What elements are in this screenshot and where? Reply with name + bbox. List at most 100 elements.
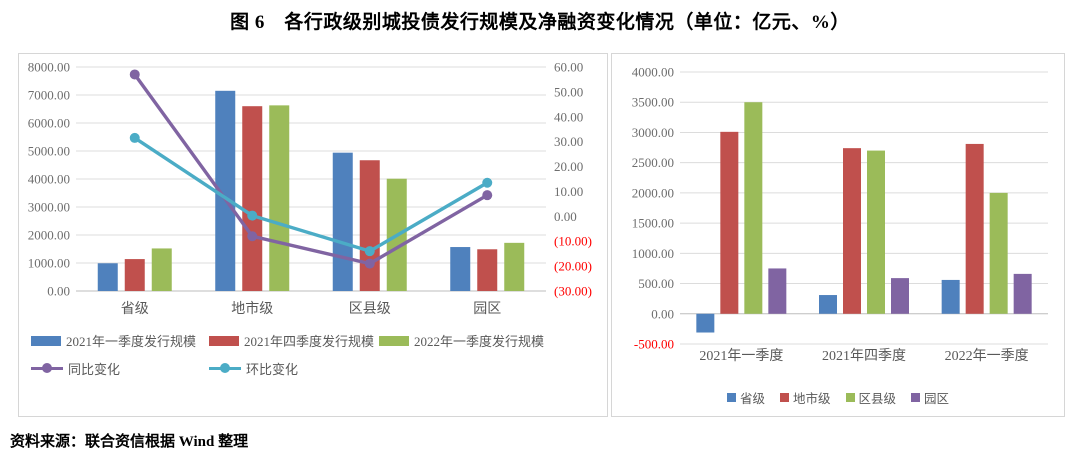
y-axis-tick-label: 2500.00 <box>632 155 674 170</box>
legend-line-swatch <box>31 363 63 374</box>
legend-line-marker <box>42 363 52 374</box>
bar <box>744 102 763 314</box>
y-axis-tick-label: 8000.00 <box>28 60 70 75</box>
secondary-y-axis-tick-label: 10.00 <box>554 184 583 199</box>
x-axis-label: 2021年一季度 <box>699 348 783 364</box>
legend-line-marker <box>220 363 230 374</box>
legend-bar-swatch <box>209 335 239 346</box>
y-axis-tick-label: 3500.00 <box>632 95 674 110</box>
secondary-y-axis-tick-label: 60.00 <box>554 60 583 75</box>
y-axis-tick-label: 1000.00 <box>632 246 674 261</box>
bar <box>359 160 380 291</box>
bar <box>269 105 290 291</box>
line-marker <box>129 69 140 80</box>
bar <box>843 148 861 314</box>
secondary-y-axis-tick-label: 20.00 <box>554 159 583 174</box>
secondary-y-axis-tick-label: (30.00) <box>554 284 592 299</box>
secondary-y-axis-tick-label: (10.00) <box>554 234 592 249</box>
legend-item: 地市级 <box>779 388 831 407</box>
legend-bar-swatch <box>31 335 61 346</box>
legend-item-label: 2022年一季度发行规模 <box>414 334 545 349</box>
secondary-y-axis-tick-label: (20.00) <box>554 259 592 274</box>
legend-item: 2022年一季度发行规模 <box>379 331 544 350</box>
legend-square-swatch <box>779 393 789 402</box>
y-axis-tick-label: 5000.00 <box>28 144 70 159</box>
bar <box>242 106 263 291</box>
bar <box>450 247 471 291</box>
secondary-y-axis-tick-label: 0.00 <box>554 209 577 224</box>
bar <box>819 295 837 314</box>
secondary-y-axis-tick-label: 50.00 <box>554 84 583 99</box>
y-axis-tick-label: 1500.00 <box>632 216 674 231</box>
bar <box>151 248 172 291</box>
legend-item: 环比变化 <box>209 359 298 378</box>
bar <box>891 278 909 314</box>
right-chart-panel: -500.00 0.00 500.00 1000.00 1500.00 2000.00 25… <box>611 53 1065 417</box>
y-axis-tick-label: 2000.00 <box>28 228 70 243</box>
y-axis-tick-label: 4000.00 <box>632 65 674 80</box>
legend-item-label: 2021年一季度发行规模 <box>66 334 197 349</box>
left-chart-legend-row-lines: 同比变化 环比变化 <box>31 359 603 378</box>
bar <box>124 259 145 291</box>
line-marker <box>482 177 493 188</box>
bar <box>696 313 715 333</box>
bar <box>1013 273 1032 314</box>
x-axis-label: 园区 <box>473 301 501 317</box>
right-chart-svg: -500.00 0.00 500.00 1000.00 1500.00 2000.00 25… <box>632 65 1048 364</box>
legend-item: 同比变化 <box>31 359 120 378</box>
line-marker <box>247 210 258 221</box>
bar <box>965 143 984 314</box>
legend-item: 园区 <box>911 388 949 407</box>
x-axis-label: 2022年一季度 <box>945 348 1029 364</box>
x-axis-label: 省级 <box>121 301 149 317</box>
bar <box>215 90 236 291</box>
x-axis-label: 2021年四季度 <box>822 348 906 364</box>
y-axis-tick-label: 7000.00 <box>28 88 70 103</box>
source-note: 资料来源：联合资信根据 Wind 整理 <box>10 434 249 450</box>
y-axis-tick-label: 4000.00 <box>28 172 70 187</box>
legend-item: 2021年四季度发行规模 <box>209 331 374 350</box>
y-axis-tick-label: 1000.00 <box>28 256 70 271</box>
legend-item: 2021年一季度发行规模 <box>31 331 196 350</box>
y-axis-tick-label: 500.00 <box>638 276 674 291</box>
bar <box>768 268 787 314</box>
y-axis-tick-label: 3000.00 <box>632 125 674 140</box>
x-axis-label: 地市级 <box>231 300 273 317</box>
bar <box>332 152 353 291</box>
bar <box>504 242 525 291</box>
legend-item-label: 省级 <box>739 392 765 406</box>
legend-line-swatch <box>209 363 241 374</box>
legend-item: 省级 <box>726 388 765 407</box>
legend-square-swatch <box>845 393 855 402</box>
y-axis-tick-label: 6000.00 <box>28 116 70 131</box>
line-marker <box>482 190 493 201</box>
bar <box>97 263 118 291</box>
line-series <box>133 72 489 266</box>
line-series <box>133 136 489 253</box>
left-chart-svg: 0.00 1000.00 2000.00 3000.00 4000.00 5000.00 6… <box>28 60 592 318</box>
y-axis-tick-label: 0.00 <box>47 284 70 299</box>
line-marker <box>247 231 258 242</box>
line-marker <box>129 132 140 143</box>
bar <box>720 131 739 314</box>
x-axis-label: 区县级 <box>349 301 391 317</box>
y-axis-tick-label: 0.00 <box>651 306 674 321</box>
legend-item-label: 同比变化 <box>68 362 121 377</box>
bar <box>941 279 960 314</box>
legend-square-swatch <box>911 393 921 402</box>
line-marker <box>364 246 375 257</box>
legend-item-label: 地市级 <box>792 392 831 406</box>
y-axis-tick-label: 3000.00 <box>28 200 70 215</box>
legend-item-label: 环比变化 <box>246 362 299 377</box>
y-axis-tick-label: -500.00 <box>634 337 674 352</box>
left-chart-panel: 0.00 1000.00 2000.00 3000.00 4000.00 5000.00 6… <box>18 53 608 417</box>
figure-title: 图 6 各行政级别城投债发行规模及净融资变化情况（单位：亿元、%） <box>230 12 850 33</box>
legend-item-label: 园区 <box>924 392 950 406</box>
legend-item-label: 2021年四季度发行规模 <box>244 334 375 349</box>
line-marker <box>364 258 375 269</box>
legend-square-swatch <box>726 393 736 402</box>
bar <box>989 192 1008 314</box>
legend-bar-swatch <box>379 335 409 346</box>
secondary-y-axis-tick-label: 40.00 <box>554 109 583 124</box>
